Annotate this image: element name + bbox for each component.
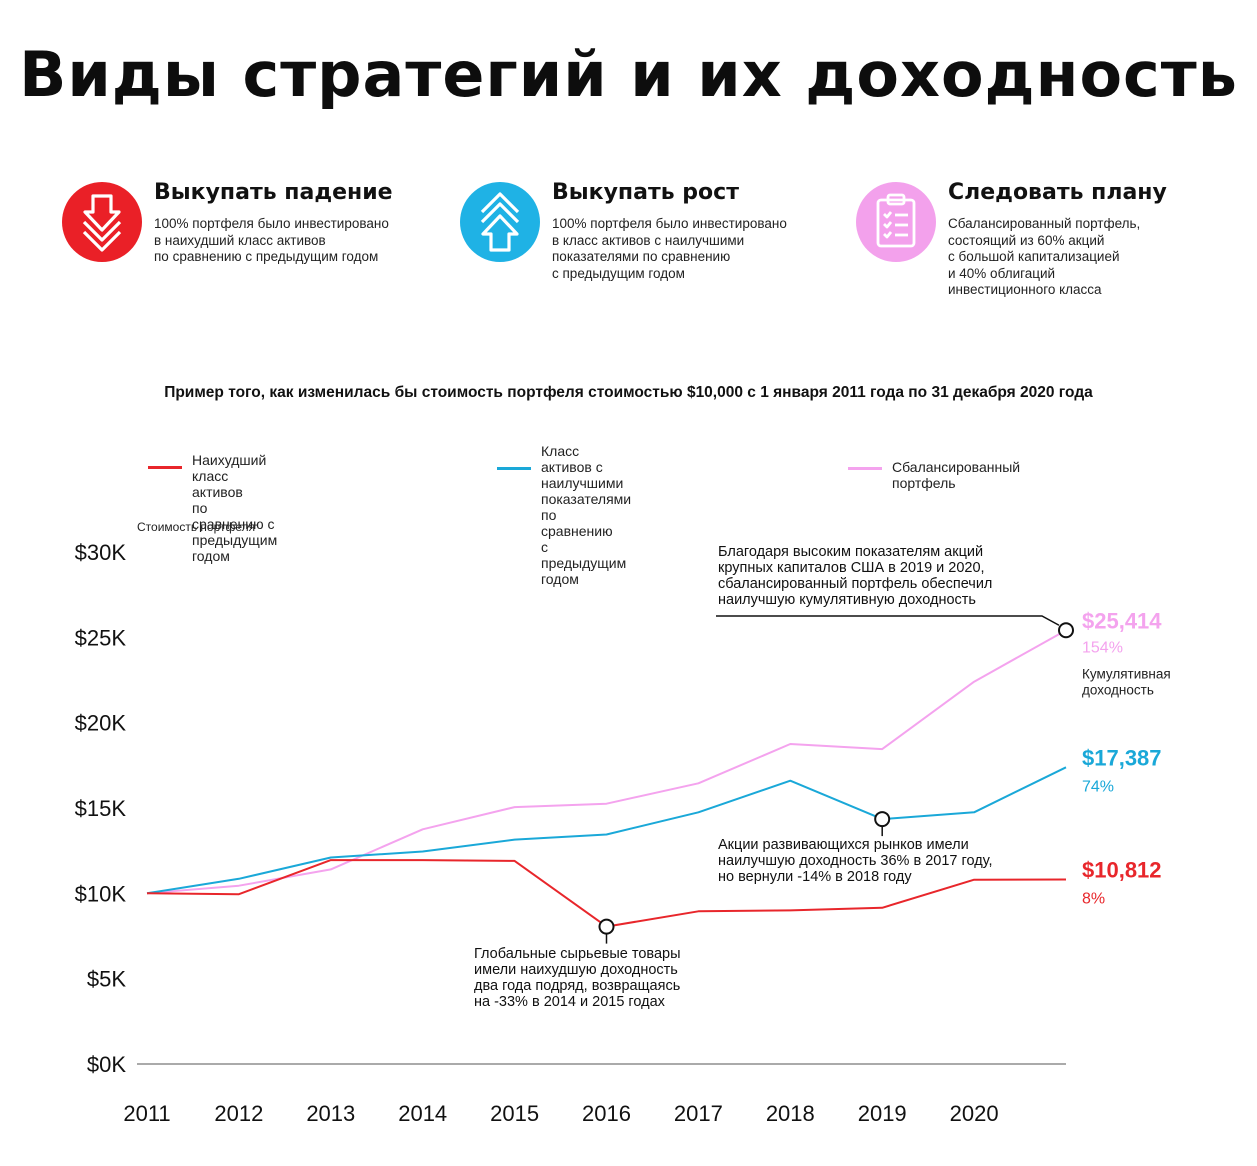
strategy-title: Следовать плану [948,180,1167,205]
y-tick-label: $20K [75,711,127,736]
series-line [146,766,1067,895]
strategy-title: Выкупать рост [552,180,739,205]
legend-swatch [848,467,882,470]
y-tick-label: $30K [75,540,127,565]
page-title: Виды стратегий и их доходность [19,38,1238,111]
arrow-up-icon [460,182,540,262]
arrow-down-icon [62,182,142,262]
legend-label: Сбалансированный портфель [892,459,1021,491]
x-tick-label: 2019 [858,1101,907,1126]
strategy-title: Выкупать падение [154,180,393,205]
end-percent-label: 8% [1082,890,1105,907]
y-tick-label: $10K [75,881,127,906]
end-percent-label: 74% [1082,778,1114,795]
end-value-label: $10,812 [1082,857,1162,882]
series-line [146,629,1067,895]
x-tick-label: 2015 [490,1101,539,1126]
annotation-marker [1058,622,1074,639]
annotation-marker [874,811,891,828]
legend-label: Класс активов с наилучшими показателями … [541,443,632,587]
y-tick-label: $25K [75,625,127,650]
strategy-description: 100% портфеля было инвестировано в наиху… [154,216,389,264]
x-tick-label: 2013 [306,1101,355,1126]
x-tick-label: 2016 [582,1101,631,1126]
annotation-text: Глобальные сырьевые товары имели наихудшу… [474,946,681,1010]
annotation-leader [716,615,1060,626]
y-tick-label: $0K [87,1052,126,1077]
strategy-description: Сбалансированный портфель, состоящий из … [948,216,1141,297]
x-tick-label: 2012 [214,1101,263,1126]
x-tick-label: 2018 [766,1101,815,1126]
end-percent-label: 154% [1082,639,1123,656]
y-axis-label: Стоимость портфеля [137,520,256,534]
chart-subtitle: Пример того, как изменилась бы стоимость… [164,384,1093,401]
y-tick-label: $15K [75,796,127,821]
end-value-label: $17,387 [1082,745,1162,770]
legend-swatch [148,466,182,469]
legend-label: Наихудший класс активов по сравнению с п… [192,452,278,564]
annotation-text: Акции развивающихся рынков имели наилучшу… [718,837,993,885]
annotation-marker [598,918,615,935]
x-tick-label: 2020 [950,1101,999,1126]
clipboard-icon [856,182,936,262]
legend-swatch [497,467,531,470]
strategy-description: 100% портфеля было инвестировано в класс… [552,216,787,281]
annotation-text: Благодаря высоким показателям акций крупн… [718,544,992,608]
x-tick-label: 2011 [123,1101,170,1126]
x-tick-label: 2017 [674,1101,723,1126]
series-line [146,859,1067,928]
x-tick-label: 2014 [398,1101,447,1126]
end-value-label: $25,414 [1082,608,1162,633]
cumulative-return-note: Кумулятивная доходность [1082,666,1171,697]
y-tick-label: $5K [87,967,126,992]
